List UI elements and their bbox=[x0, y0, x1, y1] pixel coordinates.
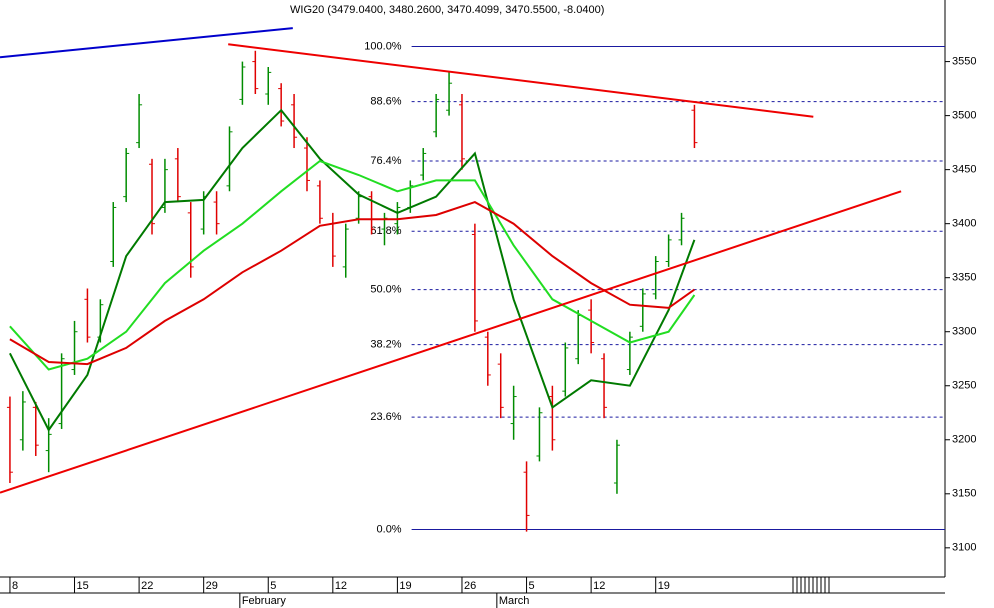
fib-label: 100.0% bbox=[364, 40, 402, 52]
fib-label: 50.0% bbox=[370, 283, 401, 295]
y-tick-label: 3550 bbox=[952, 55, 976, 67]
x-tick-label: 29 bbox=[206, 580, 218, 592]
trend-line bbox=[0, 190, 902, 494]
fib-label: 76.4% bbox=[370, 155, 401, 167]
x-tick-label: 22 bbox=[141, 580, 153, 592]
y-tick-label: 3150 bbox=[952, 488, 976, 500]
y-tick-label: 3400 bbox=[952, 218, 976, 230]
x-tick-label: 15 bbox=[77, 580, 89, 592]
month-label: February bbox=[242, 595, 287, 607]
moving-average bbox=[9, 108, 696, 432]
x-tick-label: 12 bbox=[593, 580, 605, 592]
fib-label: 0.0% bbox=[377, 523, 402, 535]
x-tick-label: 26 bbox=[464, 580, 476, 592]
y-tick-label: 3500 bbox=[952, 110, 976, 122]
x-tick-label: 19 bbox=[399, 580, 411, 592]
y-tick-label: 3300 bbox=[952, 326, 976, 338]
moving-average bbox=[9, 201, 695, 366]
hatch bbox=[792, 577, 830, 593]
chart-title: WIG20 (3479.0400, 3480.2600, 3470.4099, … bbox=[290, 4, 604, 16]
y-tick-label: 3250 bbox=[952, 380, 976, 392]
x-tick-label: 8 bbox=[12, 580, 18, 592]
y-tick-label: 3100 bbox=[952, 542, 976, 554]
fib-label: 38.2% bbox=[370, 339, 401, 351]
y-tick-label: 3350 bbox=[952, 272, 976, 284]
trend-line bbox=[228, 43, 814, 118]
x-tick-label: 19 bbox=[658, 580, 670, 592]
y-tick-label: 3450 bbox=[952, 164, 976, 176]
fib-label: 23.6% bbox=[370, 411, 401, 423]
fib-label: 88.6% bbox=[370, 95, 401, 107]
moving-average bbox=[9, 159, 696, 371]
x-tick-label: 12 bbox=[335, 580, 347, 592]
x-tick-label: 5 bbox=[529, 580, 535, 592]
month-label: March bbox=[499, 595, 530, 607]
y-tick-label: 3200 bbox=[952, 434, 976, 446]
x-tick-label: 5 bbox=[270, 580, 276, 592]
trend-line bbox=[0, 27, 293, 59]
fib-label: 61.8% bbox=[370, 225, 401, 237]
